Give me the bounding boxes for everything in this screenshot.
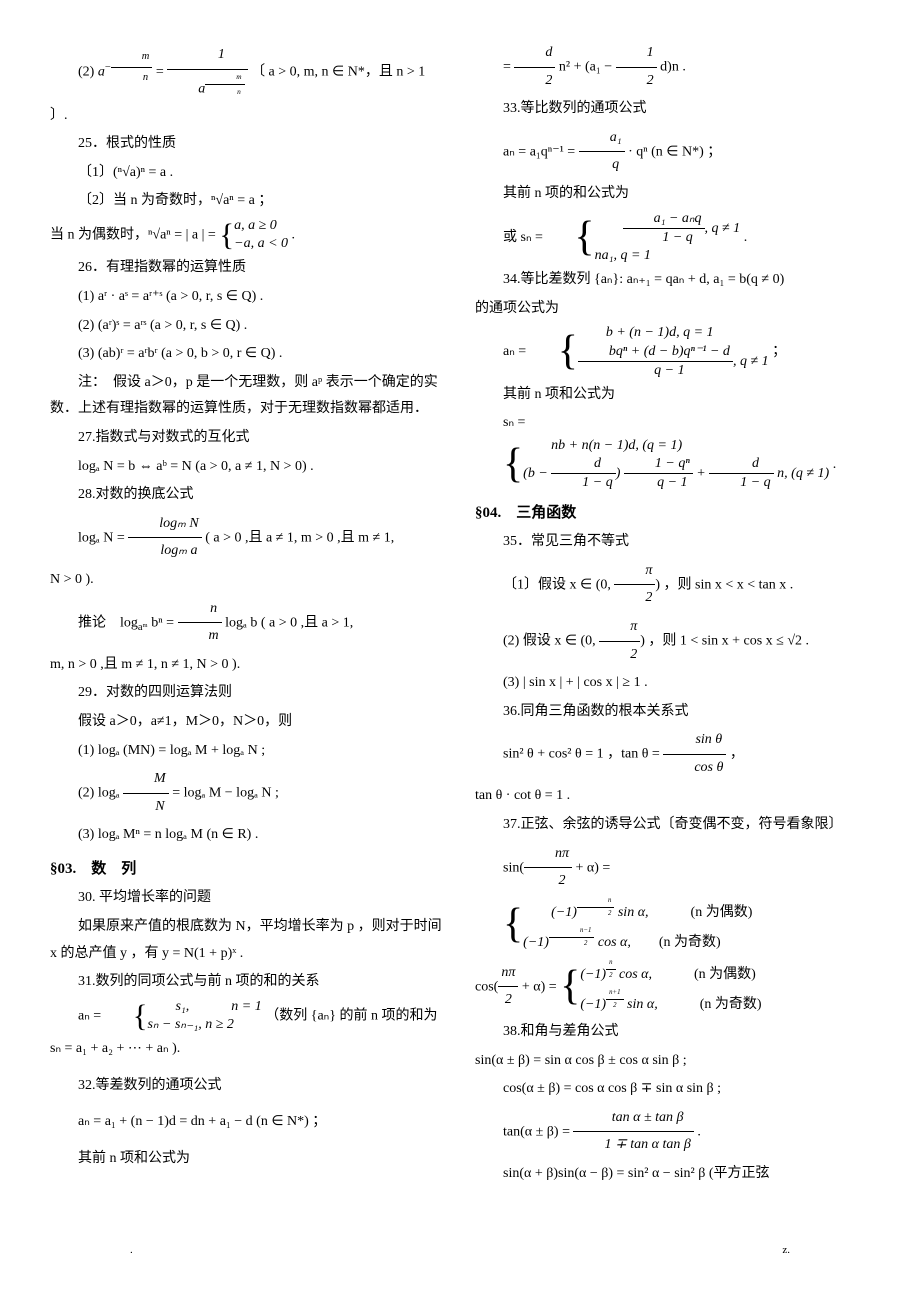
heading-33b: 其前 n 项的和公式为 <box>475 181 870 208</box>
heading-30: 30. 平均增长率的问题 <box>50 885 445 912</box>
formula-27: logₐ N = b ⇔ aᵇ = N (a > 0, a ≠ 1, N > 0… <box>50 454 445 481</box>
heading-38: 38.和角与差角公式 <box>475 1019 870 1046</box>
heading-25: 25．根式的性质 <box>50 131 445 158</box>
section-03: §03. 数 列 <box>50 855 445 884</box>
formula-29-2: (2) logₐ MN = logₐ M − logₐ N ; <box>50 766 445 820</box>
formula-26-2: (2) (aʳ)ˢ = aʳˢ (a > 0, r, s ∈ Q) . <box>50 313 445 340</box>
heading-32: 32.等差数列的通项公式 <box>50 1073 445 1100</box>
heading-35: 35．常见三角不等式 <box>475 529 870 556</box>
formula-28-cor2: m, n > 0 ,且 m ≠ 1, n ≠ 1, N > 0 ). <box>50 652 445 679</box>
formula-38-3: tan(α ± β) = tan α ± tan β1 ∓ tan α tan … <box>475 1105 870 1159</box>
heading-32b: 其前 n 项和公式为 <box>50 1146 445 1173</box>
formula-33b: 或 sₙ = { a₁ − aₙq1 − q, q ≠ 1 na₁, q = 1… <box>475 210 870 266</box>
heading-31: 31.数列的同项公式与前 n 项的和的关系 <box>50 969 445 996</box>
formula-28: logₐ N = logₘ Nlogₘ a ( a > 0 ,且 a ≠ 1, … <box>50 511 445 565</box>
formula-35-2: (2) 假设 x ∈ (0, π2) ，则 1 < sin x + cos x … <box>475 614 870 668</box>
footer: . z. <box>50 1240 870 1261</box>
formula-33: aₙ = a₁qⁿ⁻¹ = a₁q · qⁿ (n ∈ N*) ； <box>475 125 870 179</box>
formula-37-sin: sin(nπ2 + α) = { (−1)n2 sin α, (n 为偶数) (… <box>475 841 870 955</box>
formula-31: aₙ = {s₁, n = 1sₙ − sₙ₋₁, n ≥ 2 （数列 {aₙ}… <box>50 998 445 1034</box>
heading-34b: 的通项公式为 <box>475 296 870 323</box>
formula-26-3: (3) (ab)ʳ = aʳbʳ (a > 0, b > 0, r ∈ Q) . <box>50 341 445 368</box>
formula-35-3: (3) | sin x | + | cos x | ≥ 1 . <box>475 670 870 697</box>
formula-38-1: sin(α ± β) = sin α cos β ± cos α sin β ; <box>475 1048 870 1075</box>
heading-33: 33.等比数列的通项公式 <box>475 96 870 123</box>
formula-38-4: sin(α + β)sin(α − β) = sin² α − sin² β (… <box>475 1161 870 1188</box>
heading-26: 26．有理指数幂的运算性质 <box>50 255 445 282</box>
formula-29-3: (3) logₐ Mⁿ = n logₐ M (n ∈ R) . <box>50 822 445 849</box>
footer-left: . <box>130 1240 133 1261</box>
text-30: 如果原来产值的根底数为 N，平均增长率为 p ，则对于时间 x 的总产值 y ，… <box>50 914 445 967</box>
formula-29-0: 假设 a＞0，a≠1，M＞0，N＞0，则 <box>50 709 445 736</box>
formula-31-2: sₙ = a₁ + a₂ + ⋯ + aₙ ). <box>50 1036 445 1063</box>
heading-27: 27.指数式与对数式的互化式 <box>50 425 445 452</box>
formula-34: aₙ = { b + (n − 1)d, q = 1 bqⁿ + (d − b)… <box>475 324 870 380</box>
formula-25-1: 〔1〕(ⁿ√a)ⁿ = a . <box>50 160 445 187</box>
formula-37-cos: cos(nπ2 + α) = { (−1)n2 cos α, (n 为偶数) (… <box>475 957 870 1017</box>
formula-29-1: (1) logₐ (MN) = logₐ M + logₐ N ; <box>50 738 445 765</box>
section-04: §04. 三角函数 <box>475 499 870 528</box>
formula-25-2b: 当 n 为偶数时，ⁿ√aⁿ = | a | = {a, a ≥ 0−a, a <… <box>50 217 445 253</box>
heading-36: 36.同角三角函数的根本关系式 <box>475 699 870 726</box>
formula-36: sin² θ + cos² θ = 1 ，tan θ = sin θcos θ … <box>475 727 870 781</box>
heading-34: 34.等比差数列 {aₙ}: aₙ₊₁ = qaₙ + d, a₁ = b(q … <box>475 267 870 294</box>
formula-32: aₙ = a₁ + (n − 1)d = dn + a₁ − d (n ∈ N*… <box>50 1109 445 1136</box>
note-26: 注： 假设 a＞0，p 是一个无理数，则 aᵖ 表示一个确定的实数．上述有理指数… <box>50 370 445 423</box>
heading-37: 37.正弦、余弦的诱导公式〔奇变偶不变，符号看象限〕 <box>475 812 870 839</box>
heading-29: 29．对数的四则运算法则 <box>50 680 445 707</box>
formula-25-2a: 〔2〕当 n 为奇数时，ⁿ√aⁿ = a ； <box>50 188 445 215</box>
heading-28: 28.对数的换底公式 <box>50 482 445 509</box>
footer-right: z. <box>782 1240 790 1261</box>
heading-34c: 其前 n 项和公式为 <box>475 382 870 409</box>
formula-24-2: (2) a−mn = 1amn 〔 a > 0, m, n ∈ N*，且 n >… <box>50 42 445 129</box>
formula-32c: = d2 n² + (a₁ − 12 d)n . <box>475 40 870 94</box>
formula-38-2: cos(α ± β) = cos α cos β ∓ sin α sin β ; <box>475 1076 870 1103</box>
formula-26-1: (1) aʳ · aˢ = aʳ⁺ˢ (a > 0, r, s ∈ Q) . <box>50 284 445 311</box>
formula-34c: sₙ = { nb + n(n − 1)d, (q = 1) (b − d1 −… <box>475 410 870 492</box>
formula-28-cor: 推论 logaᵐ bⁿ = nm logₐ b ( a > 0 ,且 a > 1… <box>50 596 445 650</box>
formula-35-1: 〔1〕假设 x ∈ (0, π2) ，则 sin x < x < tan x . <box>475 558 870 612</box>
formula-28-cond2: N > 0 ). <box>50 567 445 594</box>
formula-36b: tan θ · cot θ = 1 . <box>475 783 870 810</box>
